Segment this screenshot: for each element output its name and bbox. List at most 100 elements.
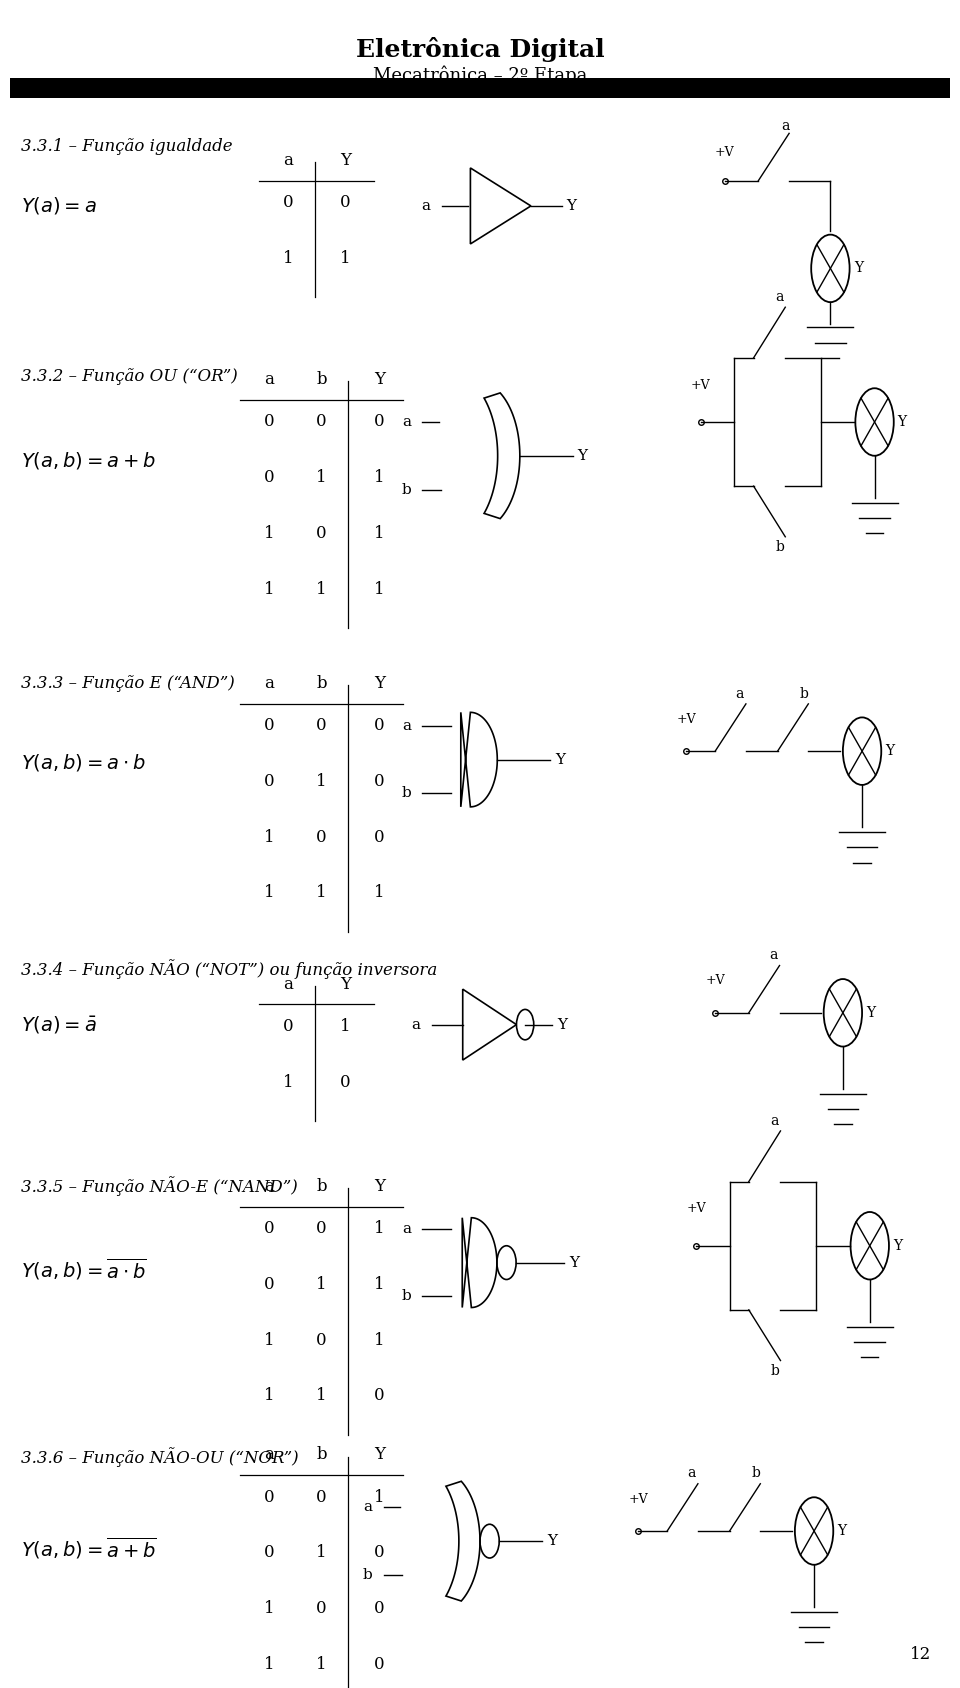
Text: 3.3.5 – Função NÃO-E (“NAND”): 3.3.5 – Função NÃO-E (“NAND”): [21, 1177, 298, 1197]
Text: 1: 1: [373, 525, 385, 542]
Text: +V: +V: [686, 1202, 706, 1215]
Text: 1: 1: [373, 885, 385, 901]
Text: b: b: [401, 483, 411, 496]
Text: 1: 1: [373, 1489, 385, 1506]
Text: a: a: [364, 1501, 372, 1514]
Text: 1: 1: [282, 1074, 294, 1090]
Text: 1: 1: [263, 1332, 275, 1349]
Text: a: a: [402, 415, 411, 429]
Text: 1: 1: [316, 773, 327, 790]
Text: Mecatrônica – 2º Etapa: Mecatrônica – 2º Etapa: [372, 66, 588, 86]
Text: 1: 1: [316, 885, 327, 901]
Text: 0: 0: [263, 773, 275, 790]
Text: $Y(a,b) = \overline{a + b}$: $Y(a,b) = \overline{a + b}$: [21, 1534, 156, 1561]
Text: 1: 1: [373, 1220, 385, 1237]
Text: Eletrônica Digital: Eletrônica Digital: [356, 37, 604, 62]
Text: 1: 1: [316, 469, 327, 486]
Text: b: b: [316, 675, 327, 692]
Text: 1: 1: [263, 525, 275, 542]
Text: a: a: [402, 719, 411, 733]
Text: 0: 0: [316, 1332, 327, 1349]
Text: a: a: [687, 1467, 695, 1480]
Text: $Y(a,b) = a + b$: $Y(a,b) = a + b$: [21, 451, 156, 471]
Text: 1: 1: [373, 581, 385, 598]
Text: b: b: [752, 1467, 761, 1480]
Text: 0: 0: [373, 829, 385, 846]
FancyBboxPatch shape: [10, 78, 950, 98]
Text: 0: 0: [373, 414, 385, 430]
Text: 1: 1: [316, 1276, 327, 1293]
Text: Y: Y: [340, 152, 351, 169]
Text: a: a: [776, 290, 783, 304]
Text: 0: 0: [263, 1545, 275, 1561]
Text: Y: Y: [557, 1018, 566, 1031]
Text: Y: Y: [373, 1447, 385, 1463]
Text: 3.3.6 – Função NÃO-OU (“NOR”): 3.3.6 – Função NÃO-OU (“NOR”): [21, 1447, 299, 1467]
Text: b: b: [316, 1178, 327, 1195]
Text: 0: 0: [316, 414, 327, 430]
Text: 3.3.3 – Função E (“AND”): 3.3.3 – Função E (“AND”): [21, 675, 235, 692]
Text: a: a: [770, 949, 778, 962]
Text: Y: Y: [893, 1239, 902, 1252]
Text: Y: Y: [340, 976, 351, 993]
Text: b: b: [770, 1364, 780, 1377]
Text: a: a: [771, 1114, 779, 1128]
Text: 0: 0: [282, 194, 294, 211]
Text: 12: 12: [910, 1646, 931, 1663]
Text: 0: 0: [316, 1489, 327, 1506]
Text: 0: 0: [316, 1600, 327, 1617]
Text: 0: 0: [263, 469, 275, 486]
Text: 1: 1: [373, 469, 385, 486]
Text: Y: Y: [547, 1534, 557, 1548]
Text: 0: 0: [373, 773, 385, 790]
Text: a: a: [283, 976, 293, 993]
Text: +V: +V: [691, 378, 710, 392]
Text: 1: 1: [263, 581, 275, 598]
Text: 1: 1: [316, 1656, 327, 1673]
Text: b: b: [800, 687, 809, 701]
Text: a: a: [402, 1222, 411, 1236]
Text: +V: +V: [629, 1492, 648, 1506]
Text: 1: 1: [263, 1600, 275, 1617]
Text: Y: Y: [373, 675, 385, 692]
Text: 3.3.1 – Função igualdade: 3.3.1 – Função igualdade: [21, 138, 232, 155]
Text: b: b: [316, 1447, 327, 1463]
Text: +V: +V: [677, 712, 696, 726]
Text: 1: 1: [263, 885, 275, 901]
Text: a: a: [283, 152, 293, 169]
Text: 1: 1: [373, 1276, 385, 1293]
Text: 1: 1: [316, 1388, 327, 1404]
Text: a: a: [264, 1178, 274, 1195]
Text: +V: +V: [706, 974, 725, 987]
Text: Y: Y: [866, 1006, 876, 1020]
Text: 1: 1: [316, 1545, 327, 1561]
Text: 1: 1: [373, 1332, 385, 1349]
Text: +V: +V: [715, 145, 734, 159]
Text: 1: 1: [263, 1656, 275, 1673]
Text: b: b: [363, 1568, 372, 1582]
Text: b: b: [316, 371, 327, 388]
Text: 3.3.4 – Função NÃO (“NOT”) ou função inversora: 3.3.4 – Função NÃO (“NOT”) ou função inv…: [21, 959, 438, 979]
Text: 0: 0: [373, 1545, 385, 1561]
Text: 0: 0: [373, 1656, 385, 1673]
Text: 0: 0: [263, 1220, 275, 1237]
Text: a: a: [264, 371, 274, 388]
Text: 0: 0: [263, 1276, 275, 1293]
Text: 0: 0: [316, 525, 327, 542]
Text: 0: 0: [340, 1074, 351, 1090]
Text: a: a: [781, 120, 789, 133]
Text: Y: Y: [837, 1524, 847, 1538]
Text: 1: 1: [282, 250, 294, 267]
Text: 0: 0: [373, 1388, 385, 1404]
Text: 0: 0: [263, 414, 275, 430]
Text: a: a: [264, 1447, 274, 1463]
Text: 0: 0: [340, 194, 351, 211]
Text: b: b: [401, 787, 411, 800]
Text: 0: 0: [263, 1489, 275, 1506]
Text: 1: 1: [263, 1388, 275, 1404]
Text: b: b: [401, 1290, 411, 1303]
Text: a: a: [264, 675, 274, 692]
Text: Y: Y: [854, 262, 864, 275]
Text: Y: Y: [373, 1178, 385, 1195]
Text: a: a: [412, 1018, 420, 1031]
